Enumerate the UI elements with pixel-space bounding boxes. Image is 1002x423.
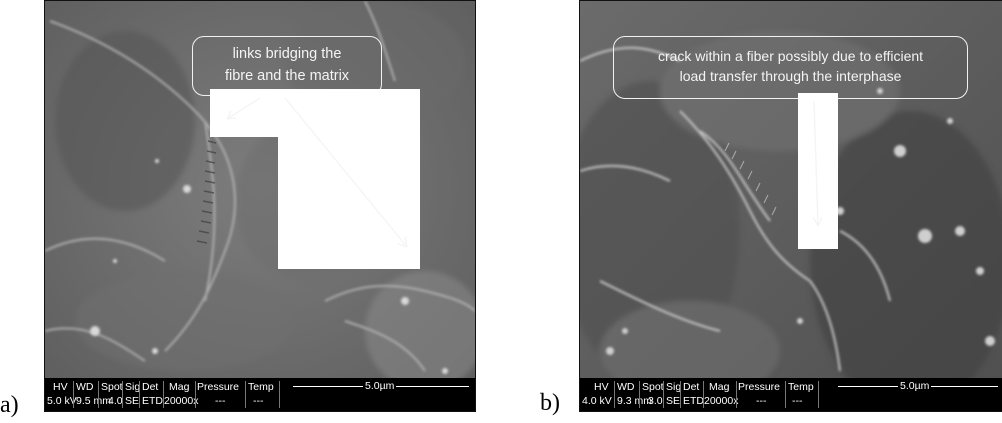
sem-databar-b: HV WD Spot Sig Det Mag Pressure Temp 4.0… [580,378,1002,411]
header-mag: Mag [169,381,190,393]
value-pressure: --- [215,395,226,407]
value-det: ETD [683,395,704,407]
value-mag: 20000x [164,395,199,407]
header-wd: WD [76,381,94,393]
value-det: ETD [142,395,163,407]
header-sig: Sig [666,381,682,393]
header-det: Det [142,381,159,393]
value-spot: 3.0 [648,395,663,407]
value-wd: 9.5 mm [76,395,112,407]
value-sig: SE [125,395,140,407]
callout-box-a: links bridging the fibre and the matrix [192,36,382,96]
header-det: Det [683,381,700,393]
header-temp: Temp [788,381,814,393]
micrograph-b-image [580,1,1002,411]
scale-label-b: 5.0µm [898,380,932,392]
value-pressure: --- [756,395,767,407]
value-sig: SE [666,395,681,407]
callout-b-line-2: load transfer through the interphase [679,68,902,84]
value-hv: 4.0 kV [582,395,612,407]
callout-box-b: crack within a fiber possibly due to eff… [613,36,968,99]
header-wd: WD [617,381,635,393]
value-temp: --- [253,395,264,407]
header-spot: Spot [642,381,664,393]
header-mag: Mag [709,381,730,393]
scale-label-a: 5.0µm [363,380,397,392]
callout-b-line-1: crack within a fiber possibly due to eff… [657,48,924,64]
header-temp: Temp [248,381,274,393]
header-pressure: Pressure [738,381,781,393]
callout-a-line-2: fibre and the matrix [224,68,350,84]
header-hv: HV [594,381,609,393]
sem-micrograph-b: crack within a fiber possibly due to eff… [579,0,1002,412]
header-sig: Sig [125,381,141,393]
value-wd: 9.3 mm [617,395,653,407]
callout-a-line-1: links bridging the [232,46,342,62]
redaction-block [278,89,420,269]
value-mag: 20000x [704,395,739,407]
header-pressure: Pressure [197,381,240,393]
panel-a-label: a) [0,392,19,418]
header-hv: HV [53,381,68,393]
panel-b-label: b) [540,390,560,416]
value-temp: --- [792,395,803,407]
redaction-block [798,93,838,249]
value-spot: 4.0 [108,395,123,407]
sem-databar-a: HV WD Spot Sig Det Mag Pressure Temp 5.0… [45,378,475,411]
header-spot: Spot [101,381,123,393]
value-hv: 5.0 kV [47,395,77,407]
sem-micrograph-a: links bridging the fibre and the matrix … [44,0,476,412]
